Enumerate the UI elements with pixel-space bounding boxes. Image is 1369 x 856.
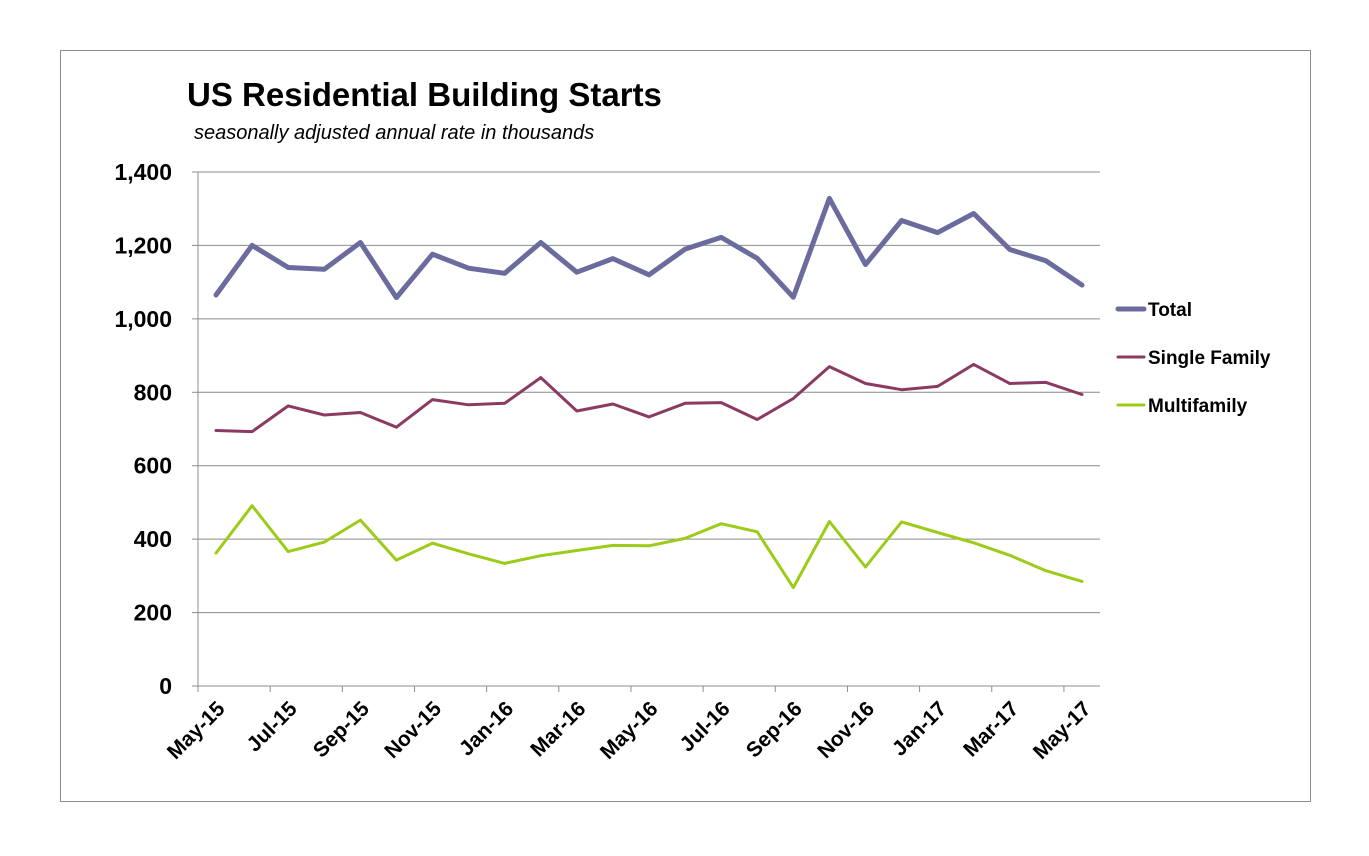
y-axis-ticks: 0 200 400 600 800 1,000 1,200 1,400 xyxy=(114,159,172,699)
x-tick-label: Jul-16 xyxy=(676,697,735,756)
legend-label: Total xyxy=(1148,300,1192,321)
x-tick-label: Jan-16 xyxy=(455,697,518,760)
y-tick-label: 800 xyxy=(134,379,172,405)
y-tick-label: 400 xyxy=(134,526,172,552)
legend-label: Single Family xyxy=(1148,348,1271,369)
series-line-multifamily xyxy=(214,504,1084,590)
x-tick-label: May-15 xyxy=(163,697,230,764)
x-tick-label: Nov-16 xyxy=(813,697,879,763)
x-tick-label: Jan-17 xyxy=(888,697,951,760)
y-tick-label: 1,200 xyxy=(114,232,172,258)
y-tick-label: 1,400 xyxy=(114,159,172,185)
y-tick-label: 600 xyxy=(134,453,172,479)
x-tick-label: May-16 xyxy=(596,697,663,764)
y-tick-label: 1,000 xyxy=(114,306,172,332)
legend: Total Single Family Multifamily xyxy=(1115,300,1271,417)
axes xyxy=(192,171,1100,692)
chart-subtitle: seasonally adjusted annual rate in thous… xyxy=(194,122,595,144)
x-tick-label: May-17 xyxy=(1029,697,1096,764)
series-line-total xyxy=(213,195,1085,301)
series-line-single-family xyxy=(214,362,1084,434)
x-tick-label: Sep-16 xyxy=(742,697,807,762)
x-tick-label: Nov-15 xyxy=(380,697,446,763)
chart-frame xyxy=(60,50,1311,802)
x-tick-label: Sep-15 xyxy=(309,697,374,762)
chart-title: US Residential Building Starts xyxy=(187,76,662,113)
x-tick-label: Mar-16 xyxy=(526,697,590,761)
x-tick-label: Mar-17 xyxy=(959,697,1023,761)
legend-label: Multifamily xyxy=(1148,396,1248,417)
gridlines xyxy=(198,171,1100,614)
y-tick-label: 200 xyxy=(134,600,172,626)
series-lines xyxy=(213,195,1085,590)
y-tick-label: 0 xyxy=(159,673,172,699)
x-tick-label: Jul-15 xyxy=(243,697,302,756)
x-axis-ticks: May-15 Jul-15 Sep-15 Nov-15 Jan-16 Mar-16 May-… xyxy=(163,697,1096,764)
